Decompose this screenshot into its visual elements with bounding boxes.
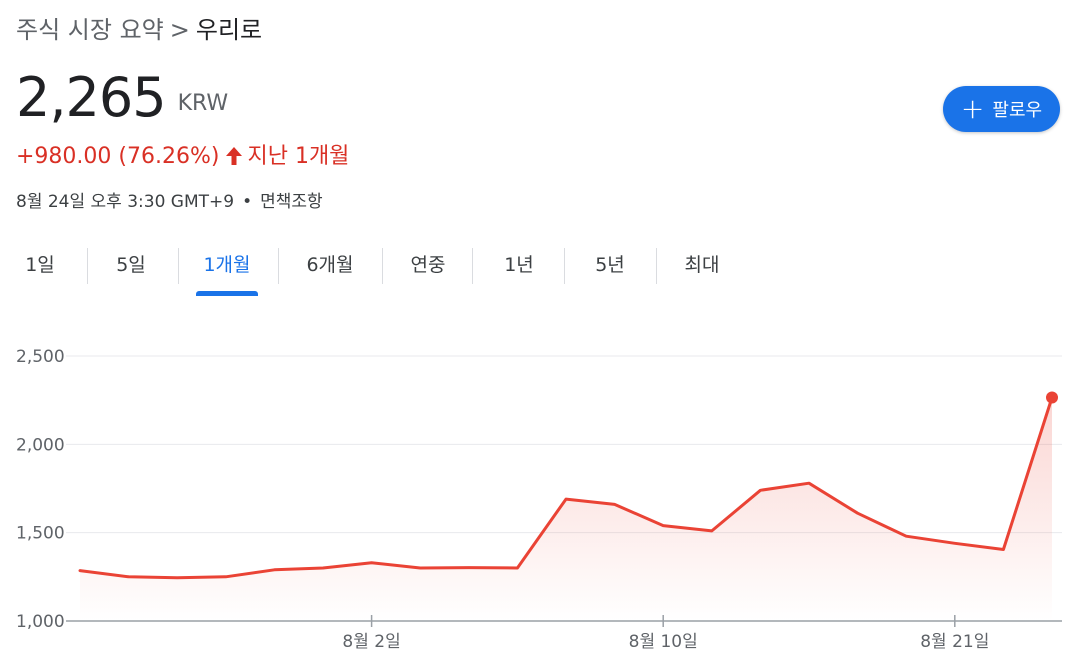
tab-label: 최대: [684, 254, 720, 276]
tab-divider: [178, 248, 179, 284]
disclaimer-link[interactable]: 면책조항: [260, 192, 323, 212]
tab-ytd[interactable]: 연중: [400, 240, 456, 290]
tab-label: 1년: [504, 254, 534, 276]
tab-label: 6개월: [306, 254, 354, 276]
tab-label: 연중: [410, 254, 446, 276]
tab-1d[interactable]: 1일: [14, 240, 66, 290]
tab-6m[interactable]: 6개월: [296, 240, 364, 290]
latest-price-point[interactable]: [1046, 391, 1058, 404]
x-tick-label: 8월 2일: [342, 632, 400, 652]
y-tick-label: 2,000: [16, 435, 65, 455]
tab-label: 1일: [25, 254, 55, 276]
y-tick-label: 1,500: [16, 524, 65, 544]
tab-divider: [278, 248, 279, 284]
tab-divider: [564, 248, 565, 284]
tab-label: 5년: [595, 254, 625, 276]
tab-label: 1개월: [203, 254, 251, 276]
tab-5d[interactable]: 5일: [105, 240, 157, 290]
price-row: 2,265 KRW: [16, 66, 228, 130]
price-change: +980.00 (76.26%) 지난 1개월: [16, 142, 349, 172]
tab-divider: [382, 248, 383, 284]
breadcrumb-parent-link[interactable]: 주식 시장 요약: [16, 16, 164, 44]
x-axis-ticks: 8월 2일 8월 10일 8월 21일: [342, 615, 989, 652]
currency-code: KRW: [177, 91, 229, 116]
tab-label: 5일: [116, 254, 146, 276]
y-tick-label: 2,500: [16, 347, 65, 367]
breadcrumb-separator: >: [169, 16, 190, 44]
arrow-up-icon: [226, 147, 243, 165]
quote-meta: 8월 24일 오후 3:30 GMT+9 • 면책조항: [16, 190, 323, 214]
breadcrumb-current: 우리로: [195, 16, 263, 44]
x-tick-label: 8월 10일: [629, 632, 698, 652]
breadcrumb: 주식 시장 요약 > 우리로: [16, 14, 262, 46]
current-price: 2,265: [16, 66, 167, 129]
tab-max[interactable]: 최대: [674, 240, 730, 290]
price-area-fill: [80, 397, 1052, 621]
plus-icon: +: [960, 92, 985, 125]
x-tick-label: 8월 21일: [920, 632, 989, 652]
tab-divider: [87, 248, 88, 284]
follow-button[interactable]: + 팔로우: [943, 86, 1060, 132]
change-period: 지난 1개월: [247, 144, 350, 169]
quote-timestamp: 8월 24일 오후 3:30 GMT+9: [16, 192, 235, 212]
time-range-tabs: 1일 5일 1개월 6개월 연중 1년 5년 최대: [0, 240, 760, 296]
y-axis-ticks: 1,000 1,500 2,000 2,500: [16, 347, 65, 632]
price-line: [78, 396, 1054, 580]
y-tick-label: 1,000: [16, 612, 65, 632]
active-tab-indicator: [196, 291, 258, 296]
change-value: +980.00 (76.26%): [16, 144, 220, 169]
follow-button-label: 팔로우: [992, 100, 1043, 121]
tab-divider: [472, 248, 473, 284]
tab-1m[interactable]: 1개월: [196, 240, 258, 296]
tab-divider: [656, 248, 657, 284]
meta-separator: •: [242, 192, 253, 212]
tab-1y[interactable]: 1년: [492, 240, 546, 290]
tab-5y[interactable]: 5년: [582, 240, 638, 290]
